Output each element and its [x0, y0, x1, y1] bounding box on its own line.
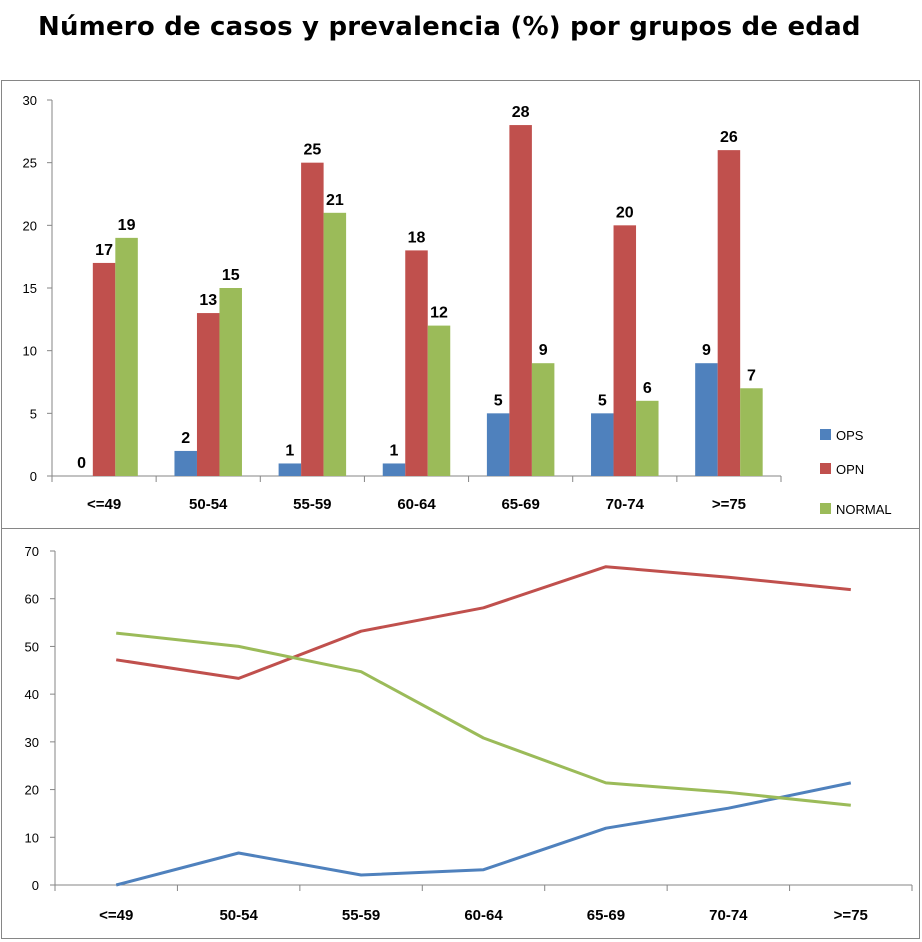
- line-series-normal: [116, 631, 851, 807]
- bar-opn-50-54: [196, 313, 220, 476]
- bar-data-label: 9: [539, 342, 548, 359]
- bar-data-label: 19: [118, 217, 136, 234]
- bar-normal-65-69: [531, 363, 555, 476]
- line-y-tick-label: 40: [25, 687, 39, 702]
- page-title: Número de casos y prevalencia (%) por gr…: [38, 12, 861, 42]
- line-x-tick-label: 55-59: [342, 907, 380, 924]
- bar-normal-55-59: [323, 212, 347, 477]
- bar-data-label: 9: [702, 342, 711, 359]
- bar-x-tick-label: 50-54: [189, 496, 228, 513]
- bar-data-label: 21: [326, 192, 344, 209]
- bar-opn-60-64: [405, 250, 428, 476]
- bar-x-tick-label: 60-64: [397, 496, 436, 513]
- legend-label-opn: OPN: [836, 462, 864, 477]
- line-y-tick-label: 20: [25, 783, 39, 798]
- line-y-tick-label: 50: [25, 639, 39, 654]
- bar-data-label: 5: [494, 392, 503, 409]
- bar-normal-60-64: [427, 325, 451, 476]
- bar-data-label: 15: [222, 267, 240, 284]
- bar-normal-le49: [115, 237, 138, 476]
- bar-ops-60-64: [382, 463, 406, 476]
- legend-label-normal: NORMAL: [836, 502, 892, 517]
- line-y-tick-label: 70: [25, 544, 39, 559]
- legend-label-ops: OPS: [836, 428, 864, 443]
- legend-swatch-ops: [820, 429, 831, 440]
- bar-data-label: 26: [720, 129, 738, 146]
- bar-ops-55-59: [278, 463, 302, 476]
- line-y-tick-label: 60: [25, 592, 39, 607]
- bar-normal-ge75: [740, 388, 763, 476]
- bar-opn-le49: [92, 262, 116, 476]
- bar-data-label: 12: [430, 305, 448, 322]
- bar-x-tick-label: 70-74: [606, 496, 645, 513]
- bar-ops-70-74: [591, 413, 614, 476]
- bar-data-label: 13: [199, 292, 217, 309]
- bar-ops-ge75: [695, 363, 718, 476]
- line-x-tick-label: 65-69: [587, 907, 625, 924]
- line-y-tick-label: 10: [25, 830, 39, 845]
- line-x-tick-label: 50-54: [219, 907, 258, 924]
- bar-normal-70-74: [636, 400, 659, 476]
- line-series-ops: [115, 781, 852, 887]
- bar-data-label: 28: [512, 104, 530, 121]
- bar-y-tick-label: 20: [23, 218, 37, 233]
- line-x-tick-label: 70-74: [709, 907, 748, 924]
- legend-swatch-opn: [820, 463, 831, 474]
- bar-data-label: 17: [95, 242, 113, 259]
- bar-ops-65-69: [486, 413, 510, 476]
- bar-opn-70-74: [613, 225, 637, 476]
- line-chart: 0 10 20 30 40 50 60 70 <=49 50-54 55-59 60-64 65-69 7…: [25, 544, 913, 924]
- bar-ops-50-54: [174, 450, 197, 476]
- bar-normal-50-54: [219, 288, 242, 476]
- bar-y-tick-label: 15: [23, 281, 37, 296]
- bar-y-tick-label: 30: [23, 93, 37, 108]
- bar-y-tick-label: 10: [23, 344, 37, 359]
- line-y-tick-label: 0: [32, 878, 39, 893]
- line-chart-panel: [1, 528, 920, 939]
- bar-opn-65-69: [509, 125, 532, 477]
- bar-data-label: 7: [747, 367, 756, 384]
- legend-swatch-normal: [820, 503, 831, 514]
- bar-y-tick-label: 5: [30, 406, 37, 421]
- bar-data-label: 18: [408, 229, 426, 246]
- bar-opn-ge75: [717, 150, 741, 476]
- bar-data-label: 6: [643, 380, 652, 397]
- bar-data-label: 5: [598, 392, 607, 409]
- bar-y-tick-label: 0: [30, 469, 37, 484]
- bar-data-label: 1: [285, 442, 294, 459]
- bar-opn-55-59: [301, 162, 324, 476]
- line-x-tick-label: <=49: [99, 907, 133, 924]
- line-x-tick-label: >=75: [834, 907, 868, 924]
- line-y-tick-label: 30: [25, 735, 39, 750]
- bar-data-label: 0: [77, 455, 86, 472]
- bar-chart-panel: [1, 80, 920, 529]
- line-x-tick-label: 60-64: [464, 907, 503, 924]
- bar-x-tick-label: <=49: [87, 496, 121, 513]
- bar-data-label: 20: [616, 204, 634, 221]
- bar-x-tick-label: 65-69: [501, 496, 539, 513]
- bar-data-label: 25: [303, 142, 321, 159]
- bar-data-label: 1: [390, 442, 399, 459]
- line-series-opn: [115, 565, 851, 680]
- bar-y-tick-label: 25: [23, 156, 37, 171]
- bar-x-tick-label: 55-59: [293, 496, 331, 513]
- bar-x-tick-label: >=75: [712, 496, 746, 513]
- bar-data-label: 2: [181, 430, 190, 447]
